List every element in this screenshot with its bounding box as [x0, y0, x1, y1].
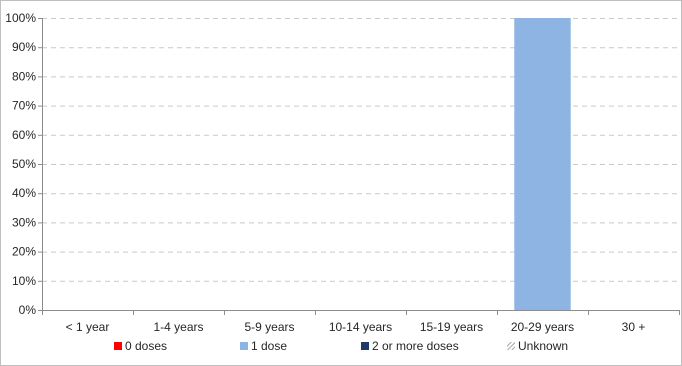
legend-label: 1 dose: [251, 339, 287, 353]
x-tick-label: 15-19 years: [420, 320, 483, 334]
legend-swatch: [361, 342, 369, 350]
y-tick-label: 70%: [12, 99, 36, 113]
y-tick-label: 40%: [12, 186, 36, 200]
y-tick-label: 80%: [12, 69, 36, 83]
y-tick-label: 100%: [5, 11, 36, 25]
y-axis-tick-labels: 0% 10% 20% 30% 40% 50% 60% 70% 80% 90% 100%: [5, 11, 36, 317]
y-tick-label: 30%: [12, 215, 36, 229]
legend-label: 2 or more doses: [372, 339, 459, 353]
y-tick-label: 60%: [12, 128, 36, 142]
y-tick-label: 50%: [12, 157, 36, 171]
x-tick-label: 1-4 years: [153, 320, 203, 334]
x-tick-label: 20-29 years: [511, 320, 574, 334]
legend-swatch: [114, 342, 122, 350]
axes: [42, 18, 680, 315]
gridlines: [38, 18, 679, 311]
bars: [514, 18, 571, 310]
x-axis-tick-labels: < 1 year 1-4 years 5-9 years 10-14 years 15-…: [66, 320, 646, 334]
legend-label: Unknown: [518, 339, 568, 353]
y-tick-label: 0%: [19, 303, 37, 317]
x-tick-label: 5-9 years: [244, 320, 294, 334]
y-tick-label: 90%: [12, 40, 36, 54]
legend-label: 0 doses: [125, 339, 167, 353]
x-tick-label: 10-14 years: [329, 320, 392, 334]
legend: 0 doses 1 dose 2 or more doses Unknown: [114, 339, 568, 353]
x-tick-label: 30 +: [622, 320, 646, 334]
legend-swatch: [507, 342, 515, 350]
legend-swatch: [240, 342, 248, 350]
bar-1-dose-5: [514, 18, 571, 310]
y-tick-label: 20%: [12, 245, 36, 259]
x-tick-label: < 1 year: [66, 320, 110, 334]
y-tick-label: 10%: [12, 274, 36, 288]
